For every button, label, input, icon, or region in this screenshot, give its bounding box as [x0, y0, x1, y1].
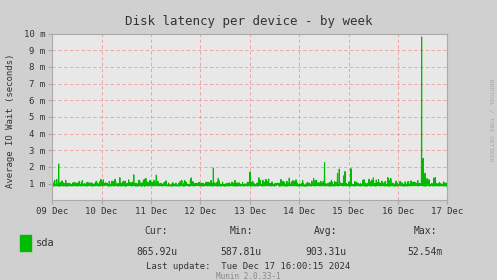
Text: 52.54m: 52.54m — [408, 247, 442, 257]
Text: 587.81u: 587.81u — [221, 247, 261, 257]
Text: Average IO Wait (seconds): Average IO Wait (seconds) — [6, 53, 15, 188]
Text: Munin 2.0.33-1: Munin 2.0.33-1 — [216, 272, 281, 280]
Text: sda: sda — [36, 238, 55, 248]
Text: Max:: Max: — [413, 226, 437, 236]
Text: Avg:: Avg: — [314, 226, 337, 236]
Text: Last update:  Tue Dec 17 16:00:15 2024: Last update: Tue Dec 17 16:00:15 2024 — [147, 262, 350, 271]
Text: Min:: Min: — [229, 226, 253, 236]
Text: RRDTOOL / TOBI OETIKER: RRDTOOL / TOBI OETIKER — [488, 79, 493, 162]
Text: Disk latency per device - by week: Disk latency per device - by week — [125, 15, 372, 28]
Text: 865.92u: 865.92u — [136, 247, 177, 257]
Text: Cur:: Cur: — [145, 226, 168, 236]
Text: 903.31u: 903.31u — [305, 247, 346, 257]
